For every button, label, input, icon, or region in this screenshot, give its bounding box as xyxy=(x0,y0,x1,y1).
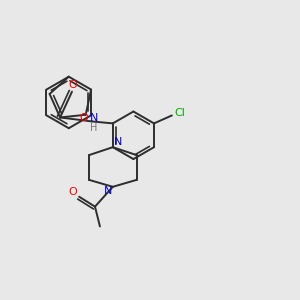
Text: Cl: Cl xyxy=(174,109,185,118)
Text: H: H xyxy=(90,123,98,134)
Text: N: N xyxy=(104,186,112,196)
Text: N: N xyxy=(114,137,122,147)
Text: O: O xyxy=(80,113,88,123)
Text: O: O xyxy=(69,80,77,90)
Text: O: O xyxy=(69,187,78,197)
Text: N: N xyxy=(90,113,98,123)
